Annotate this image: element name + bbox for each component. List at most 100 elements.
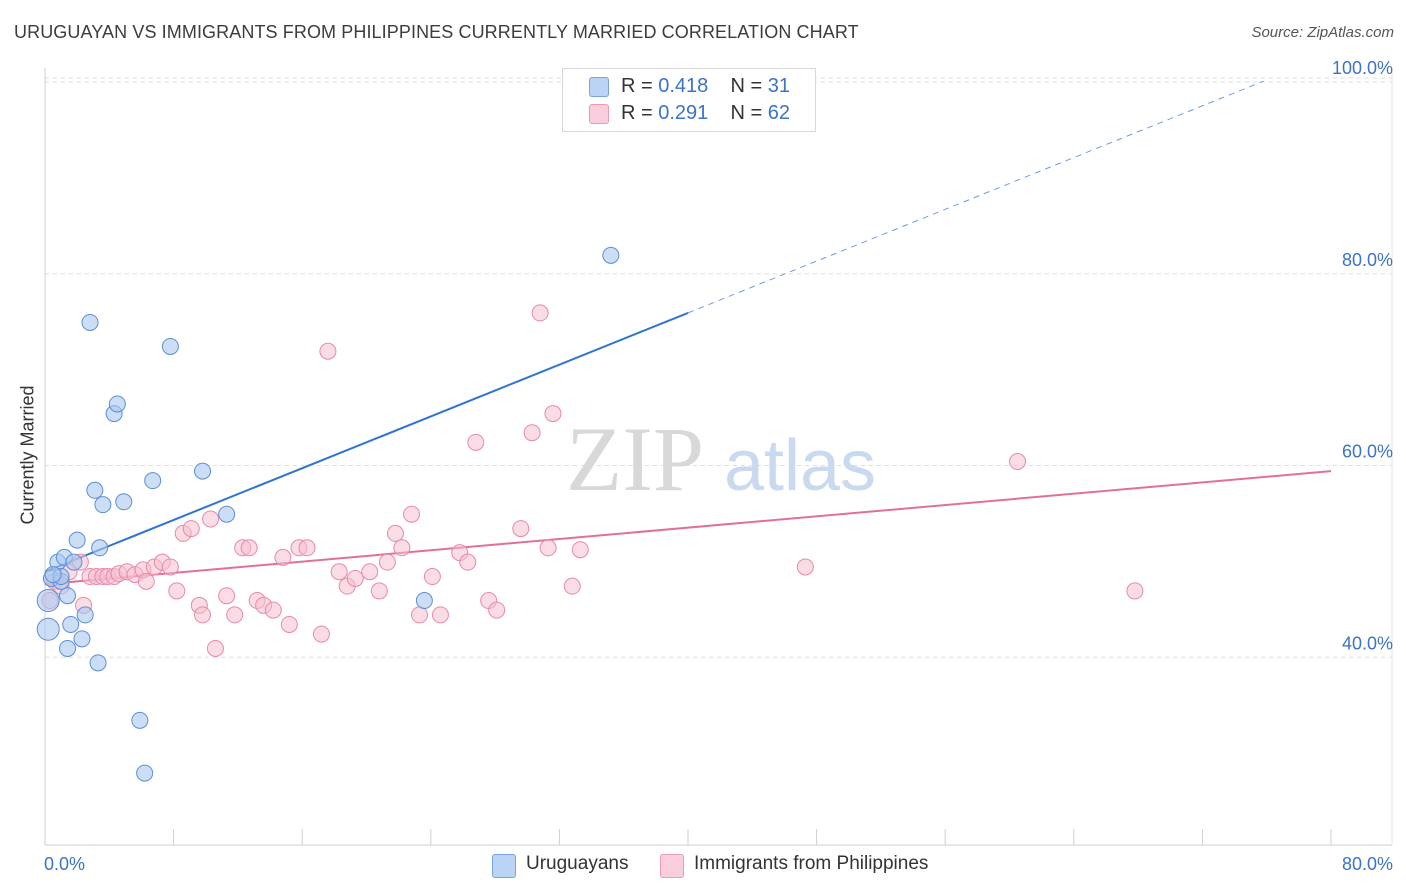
y-tick-label: 40.0% <box>1342 633 1393 653</box>
point-uruguayans <box>136 764 154 782</box>
point-philippines <box>218 587 236 605</box>
point-philippines <box>531 304 549 322</box>
point-uruguayans <box>94 496 112 514</box>
stats-legend: R = 0.418 N = 31 R = 0.291 N = 62 <box>562 68 816 132</box>
point-philippines <box>423 568 441 586</box>
bottom-legend-label-philippines: Immigrants from Philippines <box>694 853 929 874</box>
trend-line-uruguayans-extrapolated <box>687 80 1264 314</box>
point-philippines <box>563 577 581 595</box>
point-philippines <box>393 539 411 557</box>
bottom-legend-swatch-blue <box>492 854 516 878</box>
point-philippines <box>264 601 282 619</box>
point-philippines <box>206 639 224 657</box>
x-tick-label: 80.0% <box>1342 854 1393 874</box>
chart-title: URUGUAYAN VS IMMIGRANTS FROM PHILIPPINES… <box>14 22 859 42</box>
watermark-zip: ZIP <box>566 408 704 510</box>
axis-layer <box>44 68 1393 846</box>
point-uruguayans <box>91 539 109 557</box>
point-uruguayans <box>62 615 80 633</box>
point-philippines <box>431 606 449 624</box>
point-philippines <box>346 569 364 587</box>
point-philippines <box>280 615 298 633</box>
trend-line-philippines <box>44 470 1332 586</box>
point-uruguayans <box>161 337 179 355</box>
point-uruguayans <box>65 553 83 571</box>
watermark: ZIP atlas <box>566 408 876 510</box>
point-philippines <box>544 405 562 423</box>
point-philippines <box>370 582 388 600</box>
point-uruguayans <box>76 606 94 624</box>
point-philippines <box>488 601 506 619</box>
legend-n-label: N = <box>730 75 763 97</box>
point-philippines <box>411 606 429 624</box>
point-philippines <box>137 572 155 590</box>
point-philippines <box>539 539 557 557</box>
point-uruguayans <box>73 630 91 648</box>
point-philippines <box>168 582 186 600</box>
y-tick-label: 60.0% <box>1342 442 1393 462</box>
point-uruguayans <box>36 617 60 641</box>
trend-line-uruguayans <box>44 311 689 573</box>
point-philippines <box>312 625 330 643</box>
point-philippines <box>182 520 200 538</box>
legend-n-value: 62 <box>767 102 791 124</box>
y-tick-label: 80.0% <box>1342 250 1393 270</box>
point-philippines <box>194 606 212 624</box>
point-philippines <box>202 510 220 528</box>
tick-labels: 40.0% 60.0% 80.0% 100.0% 0.0% 80.0% <box>44 58 1393 874</box>
point-philippines <box>571 541 589 559</box>
point-philippines <box>386 524 404 542</box>
point-philippines <box>512 520 530 538</box>
point-uruguayans <box>59 587 77 605</box>
point-uruguayans <box>89 654 107 672</box>
point-uruguayans <box>144 472 162 490</box>
point-uruguayans <box>602 246 620 264</box>
point-philippines <box>319 342 337 360</box>
bottom-legend-swatch-pink <box>660 854 684 878</box>
trend-layer <box>44 80 1332 586</box>
points-layer <box>36 246 1144 782</box>
legend-r-label: R = <box>621 102 653 124</box>
watermark-atlas: atlas <box>724 426 876 506</box>
legend-swatch-pink <box>589 104 609 124</box>
point-philippines <box>298 539 316 557</box>
legend-text-uruguayans: R = 0.418 N = 31 <box>621 75 790 98</box>
point-uruguayans <box>68 531 86 549</box>
y-tick-label: 100.0% <box>1332 58 1393 78</box>
legend-swatch-blue <box>589 77 609 97</box>
point-philippines <box>330 563 348 581</box>
legend-r-value: 0.418 <box>658 75 709 97</box>
legend-n-label: N = <box>730 102 763 124</box>
point-philippines <box>796 558 814 576</box>
point-uruguayans <box>81 313 99 331</box>
point-philippines <box>467 433 485 451</box>
point-uruguayans <box>59 639 77 657</box>
point-philippines <box>403 505 421 523</box>
legend-r-label: R = <box>621 75 653 97</box>
legend-r-value: 0.291 <box>658 102 709 124</box>
point-philippines <box>226 606 244 624</box>
point-philippines <box>378 553 396 571</box>
point-uruguayans <box>108 395 126 413</box>
point-philippines <box>523 424 541 442</box>
point-philippines <box>274 548 292 566</box>
point-uruguayans <box>86 481 104 499</box>
source-label: Source: ZipAtlas.com <box>1251 24 1394 41</box>
point-uruguayans <box>44 566 62 584</box>
point-philippines <box>240 539 258 557</box>
point-uruguayans <box>415 592 433 610</box>
point-uruguayans <box>131 711 149 729</box>
point-philippines <box>1009 453 1027 470</box>
grid-layer <box>45 77 1392 658</box>
point-philippines <box>361 563 379 581</box>
point-uruguayans <box>218 505 236 523</box>
legend-text-philippines: R = 0.291 N = 62 <box>621 102 790 125</box>
point-uruguayans <box>194 462 212 480</box>
point-uruguayans <box>36 589 60 613</box>
point-philippines <box>459 553 477 571</box>
legend-n-value: 31 <box>767 75 791 97</box>
bottom-legend-label-uruguayans: Uruguayans <box>526 853 629 874</box>
point-philippines <box>1126 582 1144 600</box>
point-philippines <box>161 558 179 576</box>
